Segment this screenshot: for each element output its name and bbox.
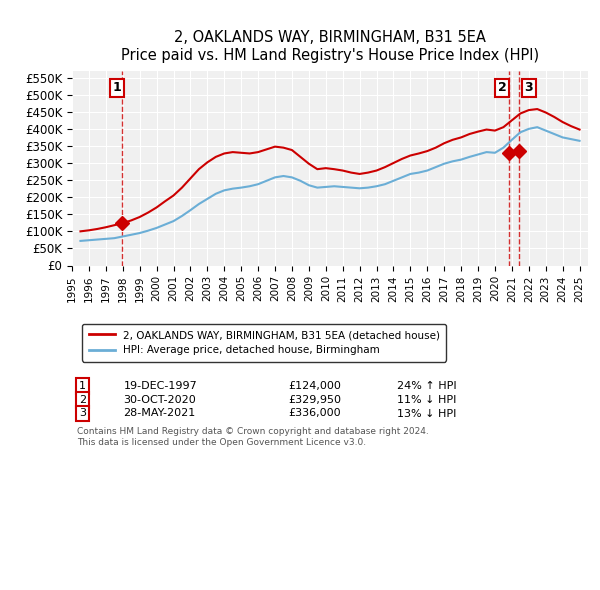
Text: 2: 2 — [498, 81, 506, 94]
Text: 2: 2 — [79, 395, 86, 405]
Text: 30-OCT-2020: 30-OCT-2020 — [124, 395, 196, 405]
Text: 13% ↓ HPI: 13% ↓ HPI — [397, 408, 457, 418]
Text: £124,000: £124,000 — [289, 381, 341, 391]
Text: 24% ↑ HPI: 24% ↑ HPI — [397, 381, 457, 391]
Text: 19-DEC-1997: 19-DEC-1997 — [124, 381, 197, 391]
Text: Contains HM Land Registry data © Crown copyright and database right 2024.
This d: Contains HM Land Registry data © Crown c… — [77, 427, 429, 447]
Title: 2, OAKLANDS WAY, BIRMINGHAM, B31 5EA
Price paid vs. HM Land Registry's House Pri: 2, OAKLANDS WAY, BIRMINGHAM, B31 5EA Pri… — [121, 30, 539, 63]
Text: 3: 3 — [79, 408, 86, 418]
Text: 3: 3 — [524, 81, 533, 94]
Legend: 2, OAKLANDS WAY, BIRMINGHAM, B31 5EA (detached house), HPI: Average price, detac: 2, OAKLANDS WAY, BIRMINGHAM, B31 5EA (de… — [82, 324, 446, 362]
Text: 1: 1 — [113, 81, 122, 94]
Text: £336,000: £336,000 — [289, 408, 341, 418]
Text: 11% ↓ HPI: 11% ↓ HPI — [397, 395, 457, 405]
Text: 1: 1 — [79, 381, 86, 391]
Text: £329,950: £329,950 — [289, 395, 342, 405]
Text: 28-MAY-2021: 28-MAY-2021 — [124, 408, 196, 418]
